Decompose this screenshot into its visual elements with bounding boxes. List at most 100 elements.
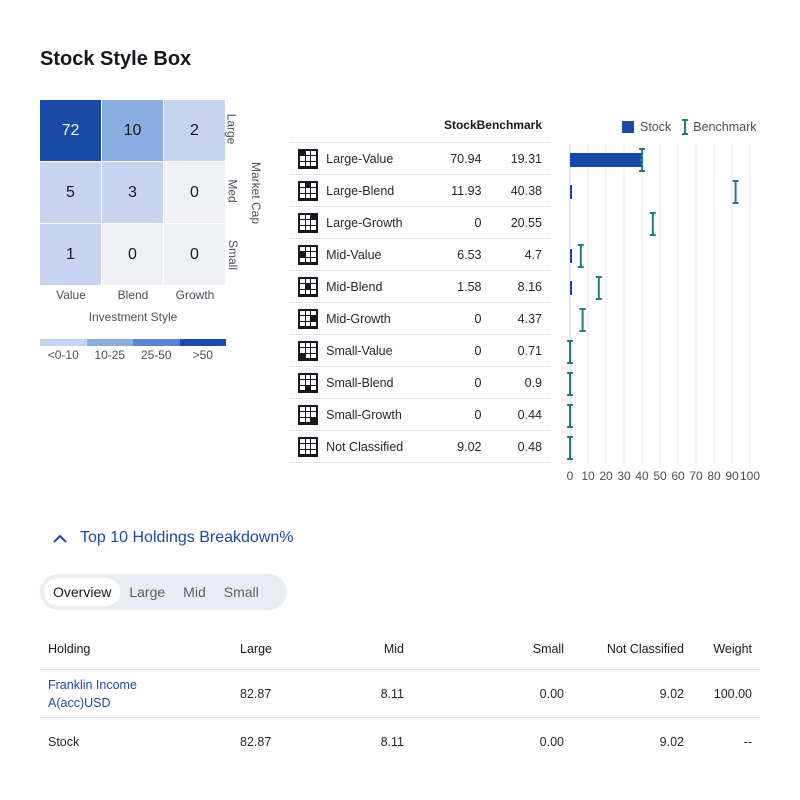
x-tick-label: 10 bbox=[581, 469, 595, 480]
large-growth-icon bbox=[298, 212, 319, 233]
legend-label: 10-25 bbox=[94, 348, 126, 362]
style-name: Small-Blend bbox=[326, 375, 394, 390]
style-table-row: Mid-Growth 0 4.37 bbox=[290, 303, 550, 335]
holdings-table: Holding Large Mid Small Not Classified W… bbox=[40, 628, 760, 766]
benchmark-value: 0.71 bbox=[517, 343, 542, 358]
holdings-tabs: Overview Large Mid Small bbox=[40, 574, 287, 610]
stock-value: 0 bbox=[474, 375, 482, 390]
benchmark-marker bbox=[732, 180, 739, 204]
style-table-row: Large-Growth 0 20.55 bbox=[290, 207, 550, 239]
style-box-legend-labels: <0-10 10-25 25-50 >50 bbox=[40, 348, 226, 362]
style-box-cell: 10 bbox=[102, 100, 164, 162]
stock-value: 70.94 bbox=[450, 151, 482, 166]
investment-style-axis-title: Investment Style bbox=[88, 310, 178, 324]
benchmark-marker bbox=[595, 276, 602, 300]
holding-name: Stock bbox=[48, 735, 80, 749]
style-bar-chart: 0 10 20 30 40 50 60 70 80 90 100 bbox=[567, 144, 760, 480]
style-name: Not Classified bbox=[326, 439, 404, 454]
x-tick-label: 30 bbox=[617, 469, 631, 480]
x-tick-label: 70 bbox=[689, 469, 703, 480]
small-growth-icon bbox=[298, 404, 319, 425]
stock-value: 1.58 bbox=[457, 279, 482, 294]
weight-value: 100.00 bbox=[713, 686, 752, 701]
stock-value: 6.53 bbox=[457, 247, 482, 262]
stock-value: 9.02 bbox=[457, 439, 482, 454]
large-value: 82.87 bbox=[240, 735, 272, 749]
style-table-row: Small-Blend 0 0.9 bbox=[290, 367, 550, 399]
benchmark-marker bbox=[579, 308, 586, 332]
benchmark-value: 40.38 bbox=[510, 183, 542, 198]
style-box-cell: 2 bbox=[164, 100, 226, 162]
benchmark-value: 19.31 bbox=[510, 151, 542, 166]
weight-column-header: Weight bbox=[713, 641, 752, 656]
row-label-large: Large bbox=[224, 113, 239, 145]
row-label-med: Med bbox=[225, 179, 240, 203]
stock-value: 0 bbox=[474, 343, 482, 358]
tab-small[interactable]: Small bbox=[223, 584, 259, 600]
style-table-row: Mid-Blend 1.58 8.16 bbox=[290, 271, 550, 303]
benchmark-value: 0.44 bbox=[517, 407, 542, 422]
not-classified-icon bbox=[298, 436, 319, 457]
x-tick-label: 20 bbox=[599, 469, 613, 480]
style-name: Mid-Blend bbox=[326, 279, 383, 294]
benchmark-legend-marker bbox=[682, 119, 689, 135]
x-tick-label: 50 bbox=[653, 469, 667, 480]
benchmark-marker bbox=[639, 148, 645, 172]
tab-overview[interactable]: Overview bbox=[44, 578, 121, 606]
benchmark-value: 4.37 bbox=[517, 311, 542, 326]
x-tick-label: 80 bbox=[707, 469, 721, 480]
holding-link[interactable]: Franklin Income A(acc)USD bbox=[48, 677, 137, 710]
benchmark-value: 8.16 bbox=[517, 279, 542, 294]
style-table-row: Mid-Value 6.53 4.7 bbox=[290, 239, 550, 271]
x-tick-label: 0 bbox=[567, 469, 574, 480]
top-holdings-toggle[interactable]: Top 10 Holdings Breakdown% bbox=[48, 528, 293, 548]
small-value: 0.00 bbox=[539, 686, 564, 701]
style-table-row: Small-Growth 0 0.44 bbox=[290, 399, 550, 431]
style-box-legend-scale bbox=[40, 339, 226, 346]
not-classified-value: 9.02 bbox=[659, 686, 684, 701]
style-box-cell: 0 bbox=[164, 224, 226, 286]
stock-value: 0 bbox=[474, 215, 482, 230]
stock-value: 0 bbox=[474, 407, 482, 422]
col-label-value: Value bbox=[56, 288, 86, 302]
stock-bar bbox=[570, 249, 572, 263]
market-cap-axis-title: Market Cap bbox=[249, 161, 263, 225]
style-name: Large-Blend bbox=[326, 183, 395, 198]
benchmark-marker bbox=[567, 340, 573, 364]
mid-value: 8.11 bbox=[380, 735, 404, 749]
style-name: Large-Value bbox=[326, 151, 394, 166]
style-table-row: Not Classified 9.02 0.48 bbox=[290, 431, 550, 463]
x-tick-label: 90 bbox=[725, 469, 739, 480]
style-table-row: Large-Blend 11.93 40.38 bbox=[290, 175, 550, 207]
not-classified-value: 9.02 bbox=[659, 735, 684, 749]
style-name: Large-Growth bbox=[326, 215, 403, 230]
style-name: Small-Value bbox=[326, 343, 393, 358]
col-label-blend: Blend bbox=[117, 288, 149, 302]
tab-large[interactable]: Large bbox=[129, 584, 166, 600]
large-value: 82.87 bbox=[240, 686, 272, 701]
not-classified-column-header: Not Classified bbox=[606, 641, 684, 656]
benchmark-value: 0.9 bbox=[524, 375, 542, 390]
chevron-up-icon bbox=[48, 528, 72, 548]
legend-swatch bbox=[179, 339, 226, 346]
chart-legend: Stock Benchmark bbox=[622, 118, 757, 136]
weight-value: -- bbox=[743, 735, 752, 749]
stock-legend-swatch bbox=[622, 121, 634, 133]
style-name: Mid-Value bbox=[326, 247, 382, 262]
stock-column-header: Stock bbox=[443, 118, 477, 132]
tab-mid[interactable]: Mid bbox=[183, 584, 206, 600]
x-tick-label: 40 bbox=[635, 469, 649, 480]
x-tick-label: 100 bbox=[740, 469, 760, 480]
stock-bar bbox=[570, 281, 572, 295]
legend-swatch bbox=[86, 339, 133, 346]
benchmark-value: 4.7 bbox=[524, 247, 542, 262]
col-label-growth: Growth bbox=[175, 288, 215, 302]
benchmark-marker bbox=[577, 244, 584, 268]
style-box-grid: 72 10 2 5 3 0 1 0 0 bbox=[40, 100, 226, 286]
style-table-header: Stock Benchmark bbox=[290, 108, 550, 143]
stock-bar bbox=[570, 185, 572, 199]
stock-legend-label: Stock bbox=[640, 120, 672, 134]
row-label-small: Small bbox=[226, 239, 241, 271]
holdings-table-row: Stock 82.87 8.11 0.00 9.02 -- bbox=[40, 718, 760, 766]
mid-value: 8.11 bbox=[380, 686, 404, 701]
